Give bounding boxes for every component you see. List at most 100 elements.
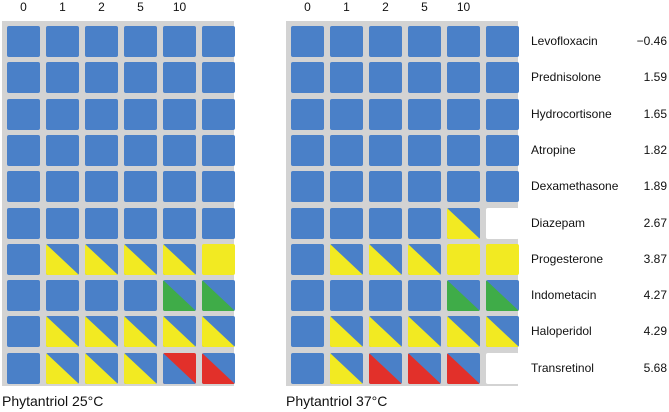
cell-haloperidol-col5 <box>202 316 235 348</box>
cell-prednisolone-col4 <box>163 62 196 94</box>
cell-hydrocortisone-col4 <box>447 98 480 130</box>
cell-prednisolone-col5 <box>486 62 519 94</box>
compound-value: 4.29 <box>643 324 667 339</box>
column-header: 1 <box>343 0 350 14</box>
cell-diazepam-col1 <box>330 207 363 239</box>
column-header: 2 <box>382 0 389 14</box>
compound-value: 1.59 <box>643 70 667 85</box>
cell-diazepam-col0 <box>291 207 324 239</box>
cell-diazepam-col2 <box>369 207 402 239</box>
panel-37c-grid <box>286 21 519 386</box>
compound-name: Hydrocortisone <box>531 106 612 121</box>
cell-atropine-col0 <box>291 134 324 166</box>
cell-dexamethasone-col4 <box>447 171 480 203</box>
cell-atropine-col2 <box>85 134 118 166</box>
cell-diazepam-col4 <box>163 207 196 239</box>
cell-progesterone-col2 <box>369 243 402 275</box>
compound-value: 1.82 <box>643 142 667 157</box>
cell-indometacin-col2 <box>369 280 402 312</box>
cell-transretinol-col0 <box>291 352 324 384</box>
cell-dexamethasone-col2 <box>369 171 402 203</box>
cell-progesterone-col1 <box>46 243 79 275</box>
cell-haloperidol-col2 <box>85 316 118 348</box>
cell-levofloxacin-col4 <box>163 26 196 57</box>
cell-levofloxacin-col1 <box>330 26 363 57</box>
cell-prednisolone-col1 <box>46 62 79 94</box>
cell-transretinol-col3 <box>408 352 441 384</box>
cell-diazepam-col5 <box>486 207 519 239</box>
panel-25c-caption: Phytantriol 25°C <box>2 393 104 409</box>
cell-levofloxacin-col4 <box>447 26 480 57</box>
cell-hydrocortisone-col3 <box>124 98 157 130</box>
cell-progesterone-col4 <box>163 243 196 275</box>
cell-progesterone-col3 <box>408 243 441 275</box>
cell-transretinol-col5 <box>202 352 235 384</box>
cell-progesterone-col1 <box>330 243 363 275</box>
compound-name: Prednisolone <box>531 70 602 85</box>
compound-value: 5.68 <box>643 360 667 375</box>
compound-value: 4.27 <box>643 288 667 303</box>
cell-diazepam-col4 <box>447 207 480 239</box>
cell-diazepam-col2 <box>85 207 118 239</box>
cell-indometacin-col3 <box>408 280 441 312</box>
cell-prednisolone-col5 <box>202 62 235 94</box>
cell-atropine-col4 <box>447 134 480 166</box>
column-header: 10 <box>172 0 187 14</box>
cell-hydrocortisone-col3 <box>408 98 441 130</box>
compound-value: −0.46 <box>636 34 667 48</box>
cell-hydrocortisone-col1 <box>46 98 79 130</box>
cell-prednisolone-col0 <box>291 62 324 94</box>
compound-name: Indometacin <box>531 288 597 303</box>
cell-dexamethasone-col3 <box>408 171 441 203</box>
cell-indometacin-col4 <box>163 280 196 312</box>
cell-prednisolone-col3 <box>124 62 157 94</box>
compound-value: 1.65 <box>643 106 667 121</box>
cell-dexamethasone-col4 <box>163 171 196 203</box>
cell-prednisolone-col2 <box>369 62 402 94</box>
cell-hydrocortisone-col2 <box>369 98 402 130</box>
cell-haloperidol-col2 <box>369 316 402 348</box>
cell-indometacin-col2 <box>85 280 118 312</box>
cell-haloperidol-col1 <box>330 316 363 348</box>
column-header: 5 <box>137 0 144 14</box>
cell-progesterone-col2 <box>85 243 118 275</box>
cell-levofloxacin-col2 <box>85 26 118 57</box>
cell-hydrocortisone-col4 <box>163 98 196 130</box>
panel-37c-caption: Phytantriol 37°C <box>286 393 388 409</box>
cell-dexamethasone-col0 <box>291 171 324 203</box>
cell-indometacin-col1 <box>330 280 363 312</box>
cell-indometacin-col5 <box>486 280 519 312</box>
cell-transretinol-col2 <box>369 352 402 384</box>
cell-indometacin-col0 <box>7 280 40 312</box>
cell-haloperidol-col5 <box>486 316 519 348</box>
cell-haloperidol-col1 <box>46 316 79 348</box>
cell-levofloxacin-col5 <box>486 26 519 57</box>
compound-value: 2.67 <box>643 215 667 230</box>
column-header: 10 <box>456 0 471 14</box>
cell-hydrocortisone-col5 <box>486 98 519 130</box>
cell-haloperidol-col0 <box>7 316 40 348</box>
cell-transretinol-col1 <box>330 352 363 384</box>
cell-transretinol-col1 <box>46 352 79 384</box>
cell-indometacin-col0 <box>291 280 324 312</box>
compound-name: Diazepam <box>531 215 586 230</box>
cell-atropine-col3 <box>124 134 157 166</box>
cell-transretinol-col4 <box>447 352 480 384</box>
cell-levofloxacin-col3 <box>124 26 157 57</box>
cell-atropine-col3 <box>408 134 441 166</box>
cell-transretinol-col2 <box>85 352 118 384</box>
cell-dexamethasone-col0 <box>7 171 40 203</box>
column-header: 5 <box>421 0 428 14</box>
cell-levofloxacin-col0 <box>7 26 40 57</box>
cell-haloperidol-col3 <box>124 316 157 348</box>
cell-levofloxacin-col1 <box>46 26 79 57</box>
cell-atropine-col4 <box>163 134 196 166</box>
cell-haloperidol-col0 <box>291 316 324 348</box>
cell-levofloxacin-col0 <box>291 26 324 57</box>
cell-indometacin-col3 <box>124 280 157 312</box>
compound-name: Levofloxacin <box>531 34 598 48</box>
cell-levofloxacin-col5 <box>202 26 235 57</box>
cell-diazepam-col1 <box>46 207 79 239</box>
column-header: 0 <box>20 0 27 14</box>
cell-progesterone-col0 <box>7 243 40 275</box>
